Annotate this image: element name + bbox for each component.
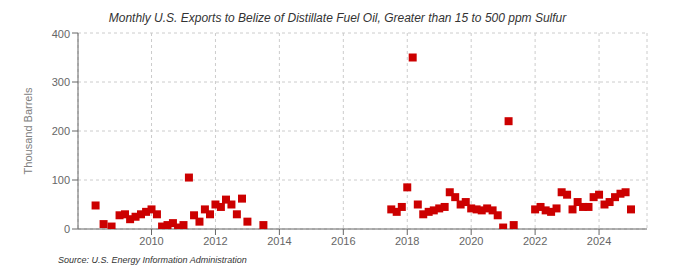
svg-text:400: 400 — [52, 28, 70, 40]
html-text:Monthly U.S. Exports to Belize: Monthly U.S. Exports to Belize of Distil… — [108, 11, 567, 25]
svg-text:2022: 2022 — [523, 235, 547, 247]
svg-text:2018: 2018 — [395, 235, 419, 247]
svg-text:300: 300 — [52, 76, 70, 88]
svg-text:0: 0 — [64, 223, 70, 235]
svg-text:2016: 2016 — [331, 235, 355, 247]
html-text:Source: U.S. Energy Informatio: Source: U.S. Energy Information Administ… — [58, 255, 247, 265]
svg-text:200: 200 — [52, 125, 70, 137]
svg-text:2010: 2010 — [139, 235, 163, 247]
svg-text:2024: 2024 — [587, 235, 611, 247]
svg-text:2012: 2012 — [203, 235, 227, 247]
svg-text:100: 100 — [52, 174, 70, 186]
svg-text:2020: 2020 — [459, 235, 483, 247]
svg-text:Thousand Barrels: Thousand Barrels — [22, 87, 34, 174]
svg-text:2014: 2014 — [267, 235, 291, 247]
